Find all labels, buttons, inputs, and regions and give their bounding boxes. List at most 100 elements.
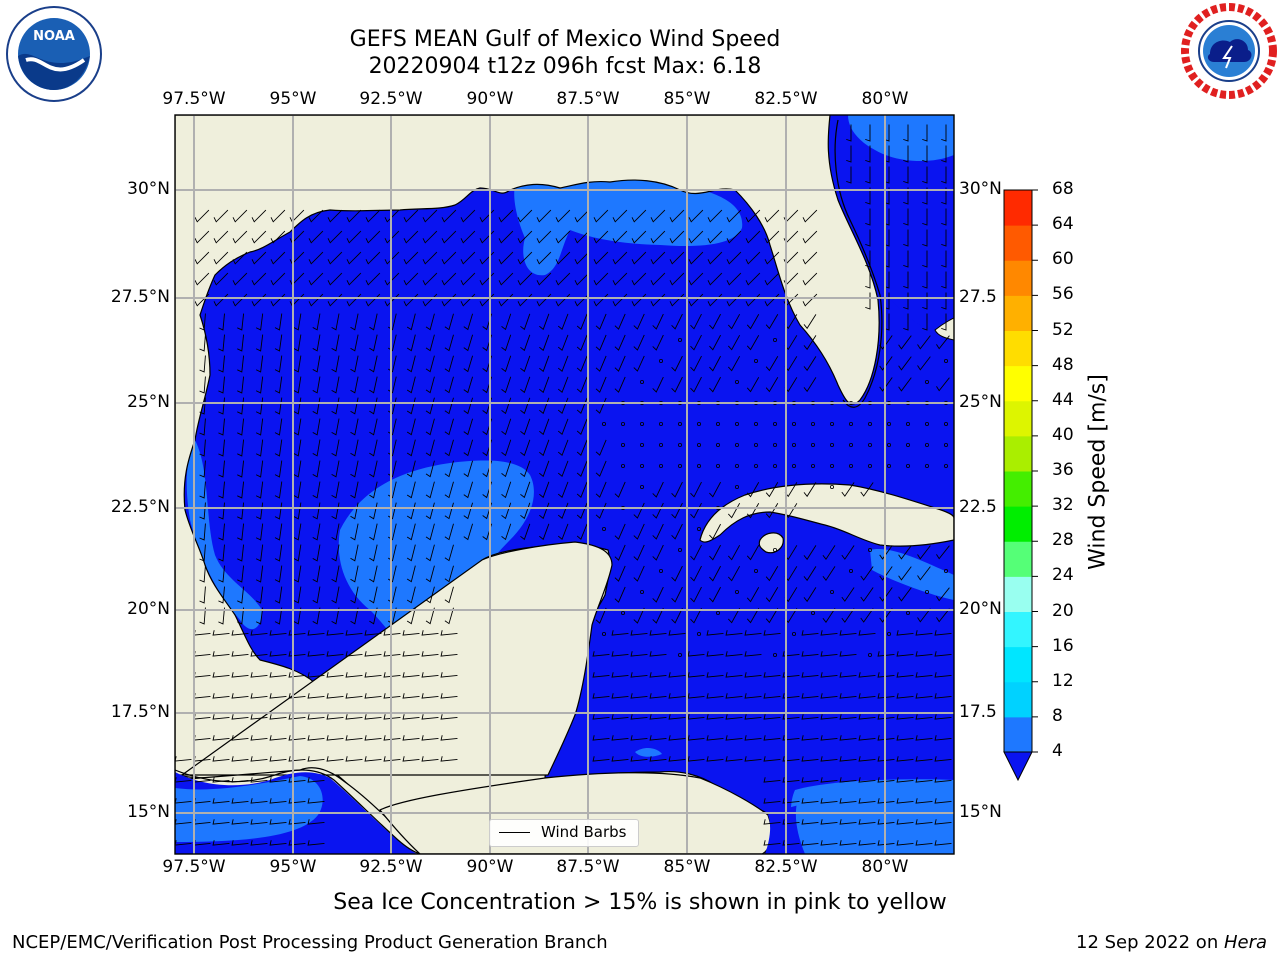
calm-wind-symbol [925, 590, 930, 595]
wind-barb [803, 482, 817, 498]
wind-barb [595, 313, 607, 330]
wind-barb [614, 544, 626, 561]
axis-tick-label: 20 [1052, 600, 1074, 621]
wind-barb [517, 230, 533, 244]
wind-barb [846, 166, 852, 184]
wind-barb [369, 607, 378, 625]
wind-barb [555, 209, 571, 223]
wind-barb [425, 313, 435, 331]
calm-wind-symbol [811, 421, 816, 426]
wind-barb [444, 460, 454, 478]
wind-barb [690, 586, 702, 603]
wind-barb [860, 587, 874, 602]
wind-barb [709, 544, 721, 561]
wind-barb [406, 607, 416, 625]
wind-barb [706, 693, 724, 699]
wind-barb [369, 418, 378, 436]
calm-wind-symbol [906, 421, 911, 426]
wind-barb [274, 607, 283, 625]
wind-barb [520, 418, 531, 436]
wind-barb [706, 672, 724, 678]
wind-barb [422, 230, 438, 244]
wind-barb [539, 418, 550, 436]
wind-barb [331, 439, 340, 457]
wind-barb [612, 272, 628, 286]
calm-wind-symbol [849, 463, 854, 468]
wind-barb [915, 714, 933, 720]
wind-barb [406, 313, 416, 331]
wind-barb [614, 313, 626, 330]
axis-tick-label: 95°W [269, 89, 317, 109]
wind-barb [763, 693, 781, 699]
calm-wind-symbol [716, 611, 721, 616]
wind-barb [199, 481, 206, 499]
wind-barb [915, 735, 933, 741]
wind-barb [383, 630, 401, 636]
wind-barb [444, 565, 454, 583]
wind-barb [421, 735, 439, 741]
wind-barb [709, 313, 721, 330]
wind-barb [536, 209, 552, 223]
calm-wind-symbol [773, 548, 778, 553]
wind-barb [915, 756, 933, 762]
wind-barb [406, 586, 416, 604]
wind-barb [671, 355, 683, 372]
wind-barb [218, 544, 225, 562]
wind-barb [839, 735, 857, 741]
wind-barb [307, 630, 325, 636]
colorbar-segment [1004, 541, 1032, 577]
wind-barb [839, 798, 857, 804]
axis-tick-label: 82.5°W [754, 857, 818, 877]
wind-barb [865, 187, 871, 205]
wind-barb [463, 523, 474, 541]
wind-barb [611, 693, 629, 699]
calm-wind-symbol [678, 442, 683, 447]
wind-barb [520, 523, 531, 541]
calm-wind-symbol [849, 442, 854, 447]
wind-barb [274, 481, 283, 499]
wind-barb [707, 251, 723, 265]
wind-barb [425, 460, 435, 478]
calm-wind-symbol [735, 379, 740, 384]
wind-barb [369, 355, 378, 373]
wind-barb [345, 672, 363, 678]
wind-barb [388, 313, 397, 331]
wind-barb [231, 651, 249, 657]
wind-barb [934, 777, 952, 783]
wind-barb [745, 209, 761, 223]
wind-barb [765, 566, 779, 582]
wind-barb [820, 693, 838, 699]
wind-barb [498, 251, 514, 265]
wind-barb [288, 672, 306, 678]
wind-barb [746, 608, 760, 624]
wind-barb [218, 586, 225, 604]
calm-wind-symbol [887, 463, 892, 468]
wind-barb [460, 251, 476, 265]
wind-barb [501, 334, 512, 352]
wind-barb [520, 334, 531, 352]
wind-barb [593, 251, 609, 265]
calm-wind-symbol [830, 442, 835, 447]
wind-barb [650, 251, 666, 265]
wind-barb [688, 272, 704, 286]
wind-barb [865, 208, 871, 226]
wind-barb [274, 586, 283, 604]
wind-barb [463, 355, 474, 373]
wind-barb [350, 523, 359, 541]
wind-barb [726, 230, 742, 244]
wind-barb [441, 272, 457, 286]
wind-barb [668, 630, 686, 636]
wind-barb [365, 230, 381, 244]
axis-tick-label: 22.5°N [110, 497, 170, 517]
calm-wind-symbol [678, 653, 683, 658]
wind-barb [269, 735, 287, 741]
wind-barb [611, 714, 629, 720]
wind-barb [388, 418, 397, 436]
wind-barb [539, 334, 550, 352]
map-frame [174, 114, 955, 855]
wind-barb [255, 607, 264, 625]
wind-barb [231, 714, 249, 720]
wind-barb [425, 565, 435, 583]
wind-barb [331, 376, 340, 394]
axis-tick-label: 60 [1052, 249, 1074, 270]
